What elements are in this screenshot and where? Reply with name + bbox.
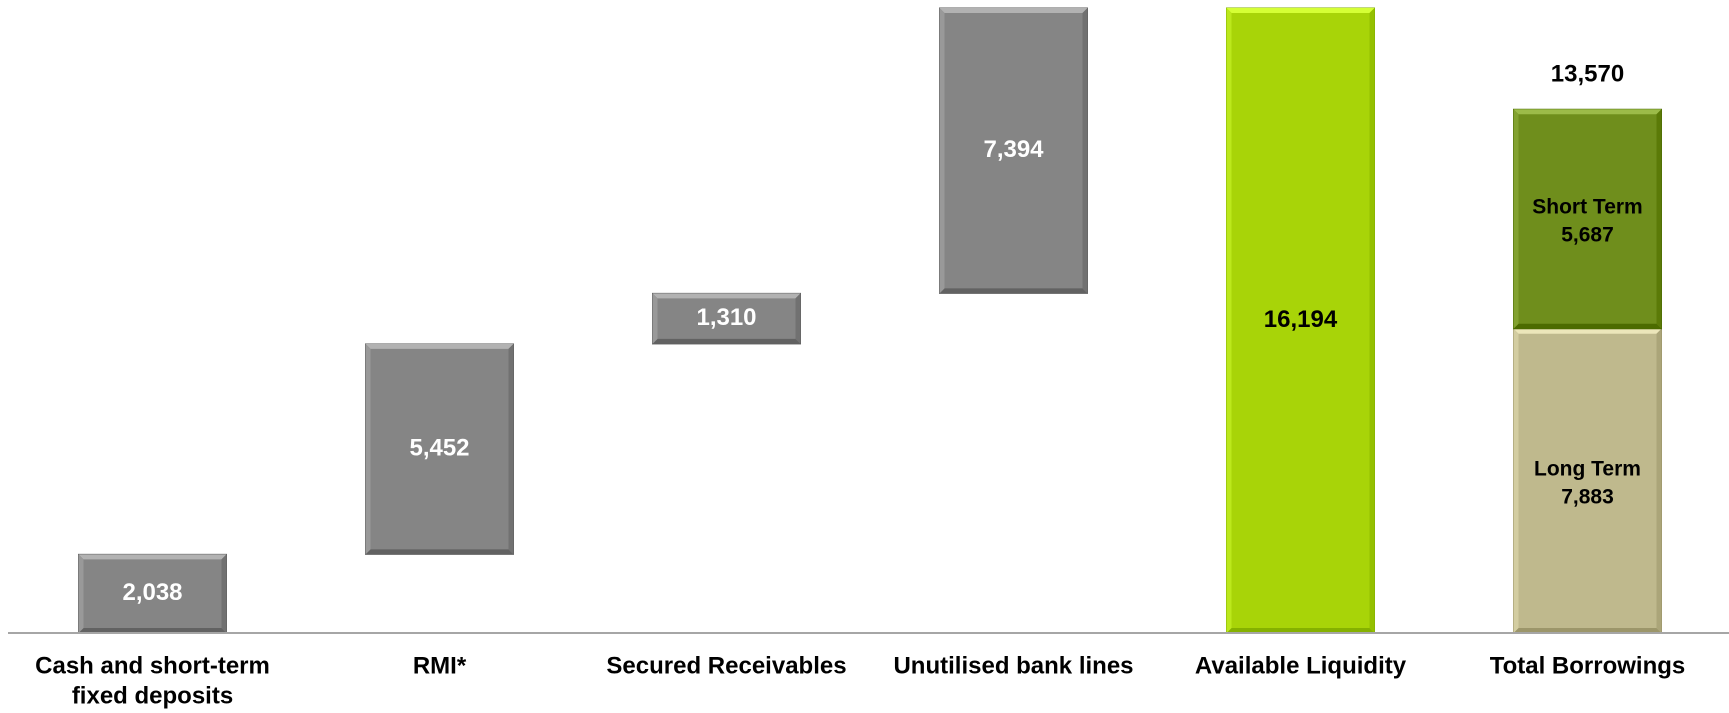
bar-5-bevel-left [1226,8,1232,633]
stack-segment-short-term-name-label: Short Term [1532,196,1642,219]
bar-1-bevel-top [78,554,227,560]
bar-2 [365,343,514,555]
category-label-4: Unutilised bank lines [893,652,1133,679]
stack-segment-long-term-body [1513,328,1662,634]
bar-1-bevel-right [221,554,227,633]
stack-segment-long-term-name-label: Long Term [1534,457,1641,480]
bar-3-bevel-left [652,293,658,344]
bar-3-bevel-right [795,293,801,344]
category-label-5: Available Liquidity [1195,652,1407,679]
stack-segment-short-term-bevel-right [1656,109,1662,329]
stack-total-label: 13,570 [1551,61,1624,88]
bar-3-bevel-bottom [652,338,801,344]
category-label-6: Total Borrowings [1490,652,1686,679]
bar-2-bevel-bottom [365,549,514,555]
stack-segment-short-term-body [1513,108,1662,330]
stack-segment-long-term-bevel-right [1656,328,1662,633]
bar-1-value-label: 2,038 [122,579,182,606]
chart-labels: 2,038 5,452 1,310 7,394 16,194 Long Term 7,883… [35,61,1685,710]
bar-4-bevel-top [939,8,1088,13]
chart-bars [78,7,1662,634]
stack-segment-long-term-bevel-top [1513,328,1662,334]
stack-segment-short-term-value-label: 5,687 [1561,224,1614,247]
category-label-2: RMI* [413,652,467,679]
category-label-3: Secured Receivables [606,652,846,679]
bar-2-value-label: 5,452 [409,434,469,461]
stack-segment-long-term-value-label: 7,883 [1561,485,1614,508]
bar-1-body [78,553,227,634]
stack-segment-long-term-bevel-bottom [1513,628,1662,633]
stack-segment-short-term [1513,108,1662,330]
stack-segment-long-term [1513,328,1662,634]
bar-4-body [939,7,1088,294]
bar-5-bevel-right [1369,8,1375,633]
bar-3-bevel-top [652,293,801,299]
bar-2-bevel-top [365,343,514,349]
stack-segment-short-term-bevel-bottom [1513,323,1662,329]
bar-5-value-label: 16,194 [1264,306,1338,333]
bar-3 [652,292,801,345]
bar-5-bevel-bottom [1226,628,1375,633]
bar-5-bevel-top [1226,8,1375,13]
bar-4-bevel-bottom [939,288,1088,294]
bar-4-bevel-right [1082,8,1088,294]
bar-2-bevel-left [365,343,371,555]
stack-segment-short-term-bevel-top [1513,109,1662,115]
bar-2-body [365,343,514,555]
bar-4 [939,7,1088,294]
bar-1-bevel-left [78,554,84,633]
bar-4-bevel-left [939,8,945,294]
stack-segment-long-term-bevel-left [1513,328,1519,633]
bar-4-value-label: 7,394 [983,136,1044,163]
bar-1 [78,553,227,634]
bar-1-bevel-bottom [78,628,227,633]
bar-3-value-label: 1,310 [696,304,756,331]
bar-2-bevel-right [508,343,514,555]
category-label-1-line-1: Cash and short-term [35,652,270,679]
bar-5 [1226,7,1375,634]
category-label-1-line-2: fixed deposits [72,682,233,709]
bar-5-body [1226,7,1375,634]
stack-segment-short-term-bevel-left [1513,109,1519,329]
